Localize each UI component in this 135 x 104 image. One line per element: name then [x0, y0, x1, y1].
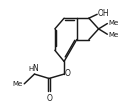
Text: Me: Me — [108, 20, 118, 26]
Text: Me: Me — [108, 32, 118, 38]
Text: H: H — [28, 66, 34, 72]
Text: OH: OH — [98, 9, 110, 18]
Text: N: N — [32, 64, 38, 73]
Text: O: O — [65, 69, 71, 78]
Text: O: O — [47, 93, 53, 103]
Text: Me: Me — [13, 81, 23, 87]
